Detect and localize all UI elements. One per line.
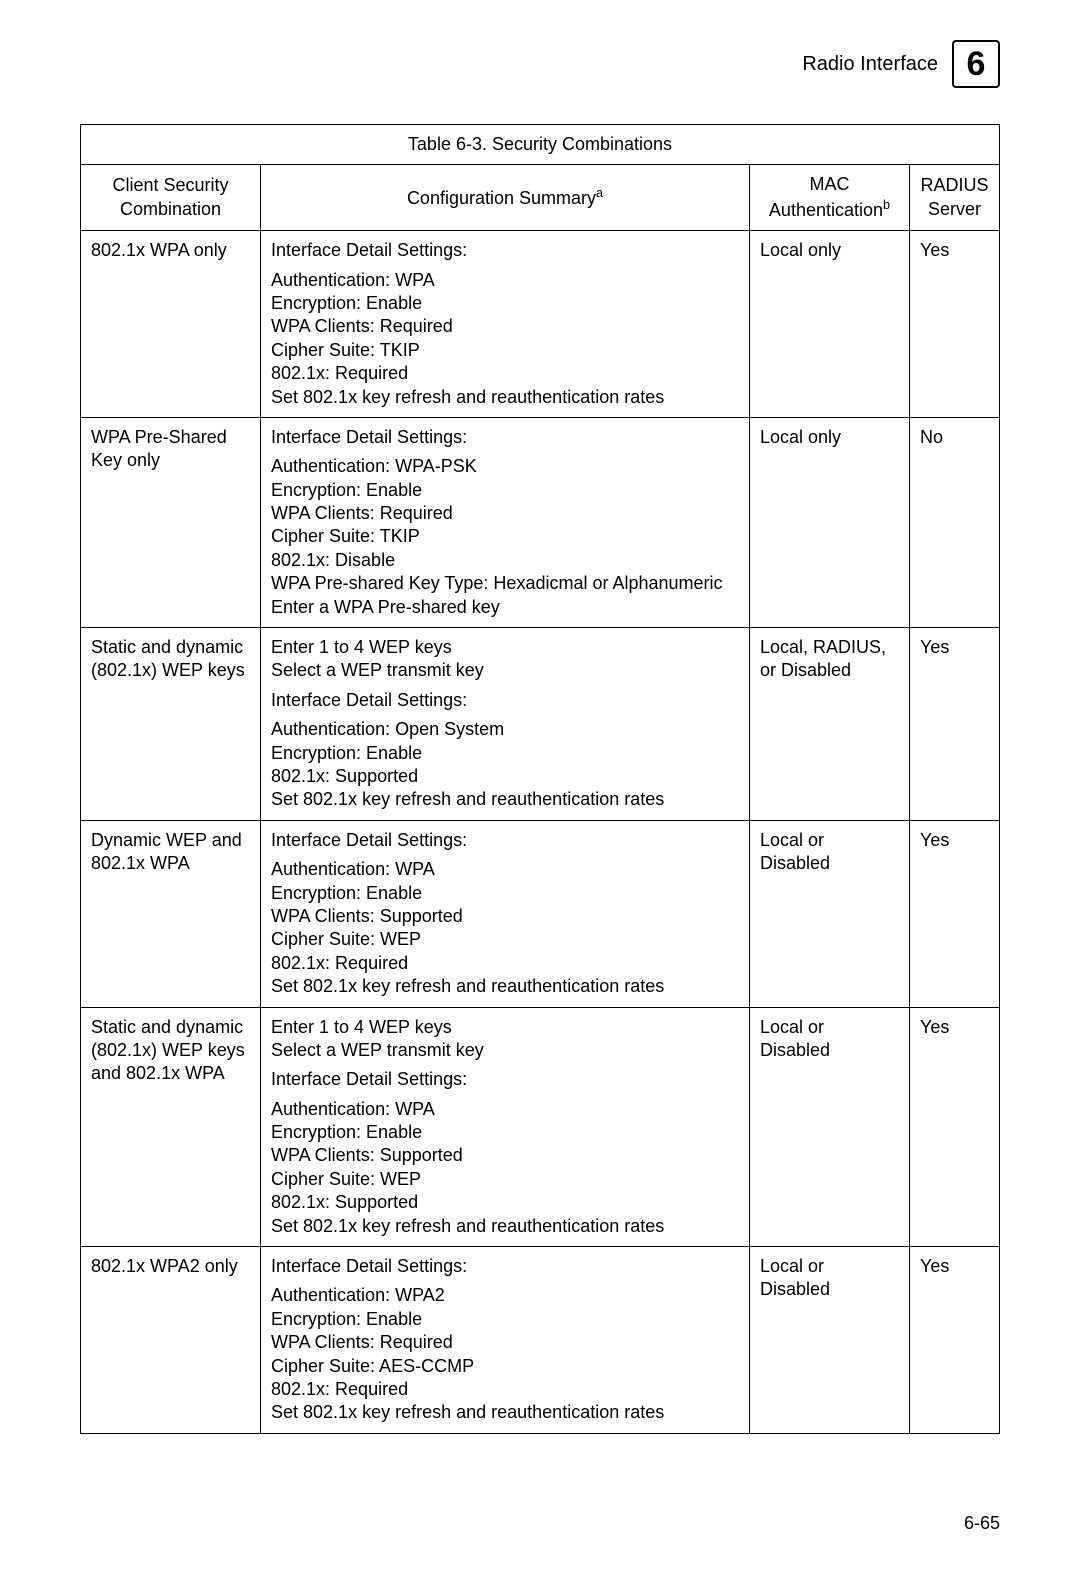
col-header-radius: RADIUS Server [909,165,999,231]
config-line: Encryption: Enable [271,882,739,905]
config-line: Interface Detail Settings: [271,1255,739,1278]
config-line: Select a WEP transmit key [271,659,739,682]
cell-config: Enter 1 to 4 WEP keysSelect a WEP transm… [261,628,750,821]
config-line: Cipher Suite: WEP [271,928,739,951]
config-line: Encryption: Enable [271,292,739,315]
table-row: Dynamic WEP and 802.1x WPAInterface Deta… [81,820,1000,1007]
config-line: Cipher Suite: AES-CCMP [271,1355,739,1378]
cell-config: Interface Detail Settings: Authentication… [261,820,750,1007]
config-line: Cipher Suite: TKIP [271,525,739,548]
page-header: Radio Interface 6 [80,40,1000,88]
config-line: Enter a WPA Pre-shared key [271,596,739,619]
config-line: Interface Detail Settings: [271,426,739,449]
config-line: Encryption: Enable [271,479,739,502]
config-line: Cipher Suite: WEP [271,1168,739,1191]
config-line: Encryption: Enable [271,742,739,765]
cell-radius: Yes [909,820,999,1007]
config-line: WPA Clients: Supported [271,1144,739,1167]
config-line: Interface Detail Settings: [271,829,739,852]
cell-radius: Yes [909,1007,999,1247]
table-title: Table 6-3. Security Combinations [81,125,1000,165]
security-combinations-table: Table 6-3. Security Combinations Client … [80,124,1000,1434]
config-line: Set 802.1x key refresh and reauthenticat… [271,1401,739,1424]
cell-mac: Local only [749,417,909,627]
col-header-client: Client Security Combination [81,165,261,231]
section-title: Radio Interface [802,53,938,76]
cell-radius: Yes [909,628,999,821]
chapter-badge: 6 [952,40,1000,88]
cell-mac: Local only [749,231,909,418]
config-line: Enter 1 to 4 WEP keys [271,636,739,659]
config-line: Encryption: Enable [271,1121,739,1144]
config-line: Authentication: WPA [271,269,739,292]
config-line: Authentication: WPA2 [271,1284,739,1307]
config-line: Cipher Suite: TKIP [271,339,739,362]
config-line: WPA Clients: Required [271,502,739,525]
config-line: WPA Clients: Supported [271,905,739,928]
config-line: Set 802.1x key refresh and reauthenticat… [271,788,739,811]
config-line: Select a WEP transmit key [271,1039,739,1062]
cell-client: WPA Pre-Shared Key only [81,417,261,627]
cell-mac: Local or Disabled [749,1007,909,1247]
cell-config: Enter 1 to 4 WEP keysSelect a WEP transm… [261,1007,750,1247]
cell-config: Interface Detail Settings: Authentication… [261,1247,750,1434]
config-line: Authentication: WPA [271,858,739,881]
table-row: Static and dynamic (802.1x) WEP keys and… [81,1007,1000,1247]
cell-mac: Local, RADIUS, or Disabled [749,628,909,821]
page-number: 6-65 [964,1513,1000,1534]
cell-mac: Local or Disabled [749,820,909,1007]
cell-radius: No [909,417,999,627]
config-line: Authentication: Open System [271,718,739,741]
config-line: 802.1x: Required [271,1378,739,1401]
config-line: Interface Detail Settings: [271,689,739,712]
config-line: 802.1x: Supported [271,1191,739,1214]
cell-client: 802.1x WPA2 only [81,1247,261,1434]
config-line: Interface Detail Settings: [271,239,739,262]
config-line: Encryption: Enable [271,1308,739,1331]
config-line: Authentication: WPA [271,1098,739,1121]
col-header-config: Configuration Summarya [261,165,750,231]
cell-client: Dynamic WEP and 802.1x WPA [81,820,261,1007]
table-row: Static and dynamic (802.1x) WEP keysEnte… [81,628,1000,821]
table-header-row: Client Security Combination Configuratio… [81,165,1000,231]
table-body: 802.1x WPA onlyInterface Detail Settings… [81,231,1000,1434]
config-line: 802.1x: Required [271,952,739,975]
cell-client: Static and dynamic (802.1x) WEP keys and… [81,1007,261,1247]
cell-mac: Local or Disabled [749,1247,909,1434]
config-line: 802.1x: Required [271,362,739,385]
config-line: Set 802.1x key refresh and reauthenticat… [271,1215,739,1238]
config-line: Enter 1 to 4 WEP keys [271,1016,739,1039]
config-line: 802.1x: Disable [271,549,739,572]
config-line: WPA Clients: Required [271,1331,739,1354]
config-line: Interface Detail Settings: [271,1068,739,1091]
cell-config: Interface Detail Settings: Authentication… [261,231,750,418]
cell-radius: Yes [909,1247,999,1434]
table-row: 802.1x WPA2 onlyInterface Detail Setting… [81,1247,1000,1434]
table-row: 802.1x WPA onlyInterface Detail Settings… [81,231,1000,418]
cell-client: Static and dynamic (802.1x) WEP keys [81,628,261,821]
config-line: WPA Pre-shared Key Type: Hexadicmal or A… [271,572,739,595]
config-line: 802.1x: Supported [271,765,739,788]
config-line: Authentication: WPA-PSK [271,455,739,478]
config-line: Set 802.1x key refresh and reauthenticat… [271,386,739,409]
config-line: WPA Clients: Required [271,315,739,338]
cell-radius: Yes [909,231,999,418]
table-row: WPA Pre-Shared Key onlyInterface Detail … [81,417,1000,627]
cell-client: 802.1x WPA only [81,231,261,418]
col-header-mac: MAC Authenticationb [749,165,909,231]
cell-config: Interface Detail Settings: Authentication… [261,417,750,627]
page: Radio Interface 6 Table 6-3. Security Co… [0,0,1080,1570]
config-line: Set 802.1x key refresh and reauthenticat… [271,975,739,998]
